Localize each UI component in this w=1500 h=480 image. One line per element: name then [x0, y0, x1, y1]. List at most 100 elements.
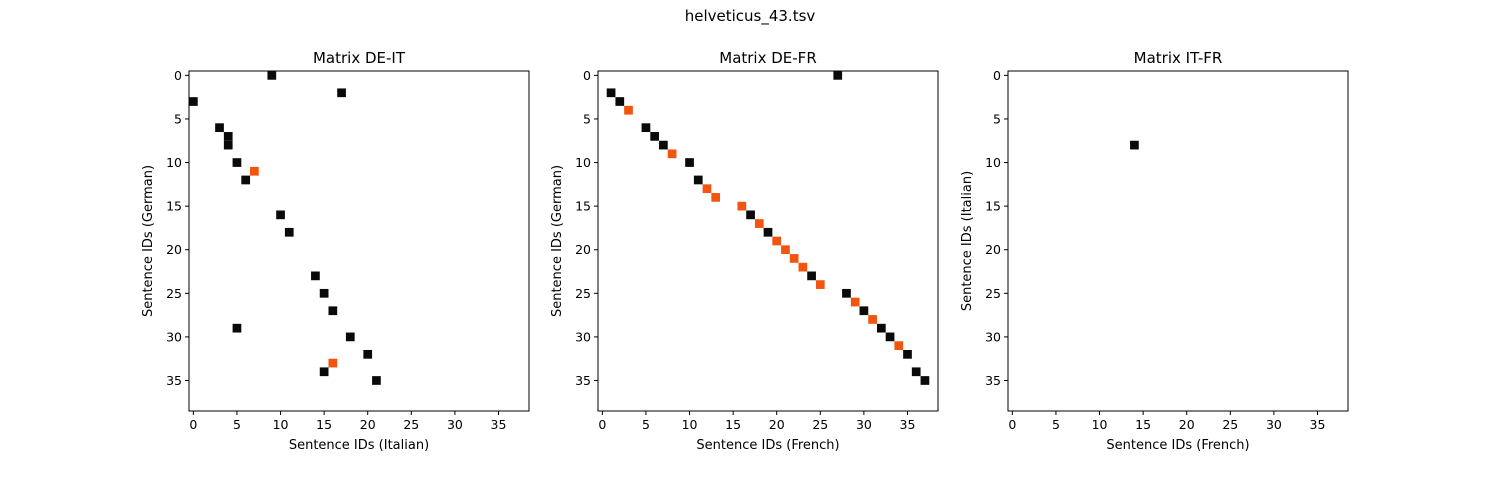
y-tick-label: 0: [583, 68, 591, 83]
cell-black: [284, 227, 294, 237]
cell-black: [641, 123, 651, 133]
cell-orange: [250, 166, 259, 176]
cell-black: [763, 227, 773, 237]
x-tick-label: 0: [1008, 417, 1016, 432]
x-tick-label: 5: [233, 417, 241, 432]
cell-black: [319, 367, 329, 377]
panel-2: 0 5 10 15 20 25 30 35 0 5 10 15 20 25 30 35 Matrix DE-FR…: [550, 49, 939, 453]
cell-black: [911, 367, 921, 377]
plot-area: [598, 71, 938, 411]
y-tick-label: 5: [174, 111, 182, 126]
x-axis-label: Sentence IDs (French): [1106, 438, 1249, 453]
x-tick-label: 10: [1092, 417, 1108, 432]
y-tick-label: 25: [575, 286, 591, 301]
cell-black: [685, 158, 694, 167]
cell-black: [319, 288, 329, 298]
cell-black: [372, 376, 381, 385]
cell-black: [885, 332, 895, 342]
cell-orange: [781, 245, 790, 255]
cell-black: [746, 210, 755, 220]
cell-orange: [711, 193, 721, 202]
y-tick-label: 10: [985, 155, 1001, 170]
x-tick-label: 35: [491, 417, 507, 432]
cell-black: [232, 158, 242, 167]
cell-orange: [789, 254, 799, 263]
cell-orange: [868, 315, 877, 324]
axes-frame: [188, 70, 530, 412]
panels: 0 5 10 15 20 25 30 35 0 5 10 15 20 25 30 35 Matrix DE-IT…: [141, 49, 1349, 453]
cell-black: [232, 323, 242, 333]
x-tick-label: 25: [1222, 417, 1238, 432]
cell-orange: [667, 149, 677, 159]
cell-black: [807, 271, 816, 281]
x-tick-label: 30: [447, 417, 463, 432]
cell-black: [920, 376, 930, 385]
panel-1: 0 5 10 15 20 25 30 35 0 5 10 15 20 25 30 35 Matrix DE-IT…: [141, 49, 530, 453]
cell-orange: [815, 280, 825, 289]
y-tick-label: 25: [166, 286, 182, 301]
x-tick-label: 0: [598, 417, 606, 432]
y-tick-label: 15: [575, 199, 591, 214]
panel-3: 0 5 10 15 20 25 30 35 0 5 10 15 20 25 30 35 Matrix IT-FR…: [960, 49, 1349, 453]
x-tick-label: 5: [1052, 417, 1060, 432]
x-tick-label: 10: [273, 417, 289, 432]
cell-black: [215, 123, 224, 133]
figure-title: helveticus_43.tsv: [685, 7, 816, 26]
y-tick-label: 25: [985, 286, 1001, 301]
cell-orange: [798, 262, 808, 272]
x-tick-label: 15: [1135, 417, 1151, 432]
cell-black: [693, 175, 703, 185]
cell-black: [223, 140, 233, 150]
cell-orange: [754, 219, 764, 228]
y-tick-label: 35: [575, 373, 591, 388]
y-tick-label: 10: [575, 155, 591, 170]
y-tick-label: 30: [985, 329, 1001, 344]
cell-orange: [702, 184, 712, 194]
x-tick-label: 30: [856, 417, 872, 432]
x-axis-label: Sentence IDs (French): [696, 438, 839, 453]
y-axis-label: Sentence IDs (German): [141, 165, 156, 317]
cell-orange: [328, 358, 338, 368]
y-tick-label: 20: [985, 242, 1001, 257]
cell-black: [659, 140, 668, 150]
y-tick-label: 20: [575, 242, 591, 257]
y-tick-label: 30: [166, 329, 182, 344]
panel-title: Matrix DE-FR: [719, 49, 817, 67]
x-tick-label: 25: [812, 417, 828, 432]
cell-black: [267, 71, 277, 80]
y-tick-label: 30: [575, 329, 591, 344]
cell-black: [189, 97, 198, 106]
y-tick-label: 35: [166, 373, 182, 388]
cell-orange: [894, 341, 904, 350]
cell-black: [615, 97, 625, 106]
x-tick-label: 0: [189, 417, 197, 432]
cell-black: [328, 306, 338, 316]
cell-orange: [850, 297, 860, 307]
y-tick-label: 35: [985, 373, 1001, 388]
cell-black: [876, 323, 886, 333]
x-tick-label: 35: [900, 417, 916, 432]
x-tick-label: 15: [316, 417, 332, 432]
cell-black: [223, 132, 233, 141]
x-axis-label: Sentence IDs (Italian): [289, 438, 429, 453]
x-tick-label: 10: [682, 417, 698, 432]
x-tick-label: 25: [403, 417, 419, 432]
cell-black: [842, 288, 851, 298]
x-tick-label: 20: [1179, 417, 1195, 432]
plot-area: [189, 71, 529, 411]
y-tick-label: 5: [993, 111, 1001, 126]
cell-orange: [772, 236, 782, 246]
panel-title: Matrix DE-IT: [313, 49, 406, 67]
y-axis-label: Sentence IDs (German): [550, 165, 565, 317]
x-tick-label: 20: [360, 417, 376, 432]
cell-black: [241, 175, 251, 185]
cell-black: [337, 88, 346, 98]
y-tick-label: 5: [583, 111, 591, 126]
cell-black: [363, 349, 373, 359]
plot-area: [1008, 71, 1348, 411]
cell-black: [276, 210, 285, 220]
cell-black: [833, 71, 843, 80]
x-tick-label: 30: [1266, 417, 1282, 432]
y-axis-label: Sentence IDs (Italian): [960, 171, 975, 311]
